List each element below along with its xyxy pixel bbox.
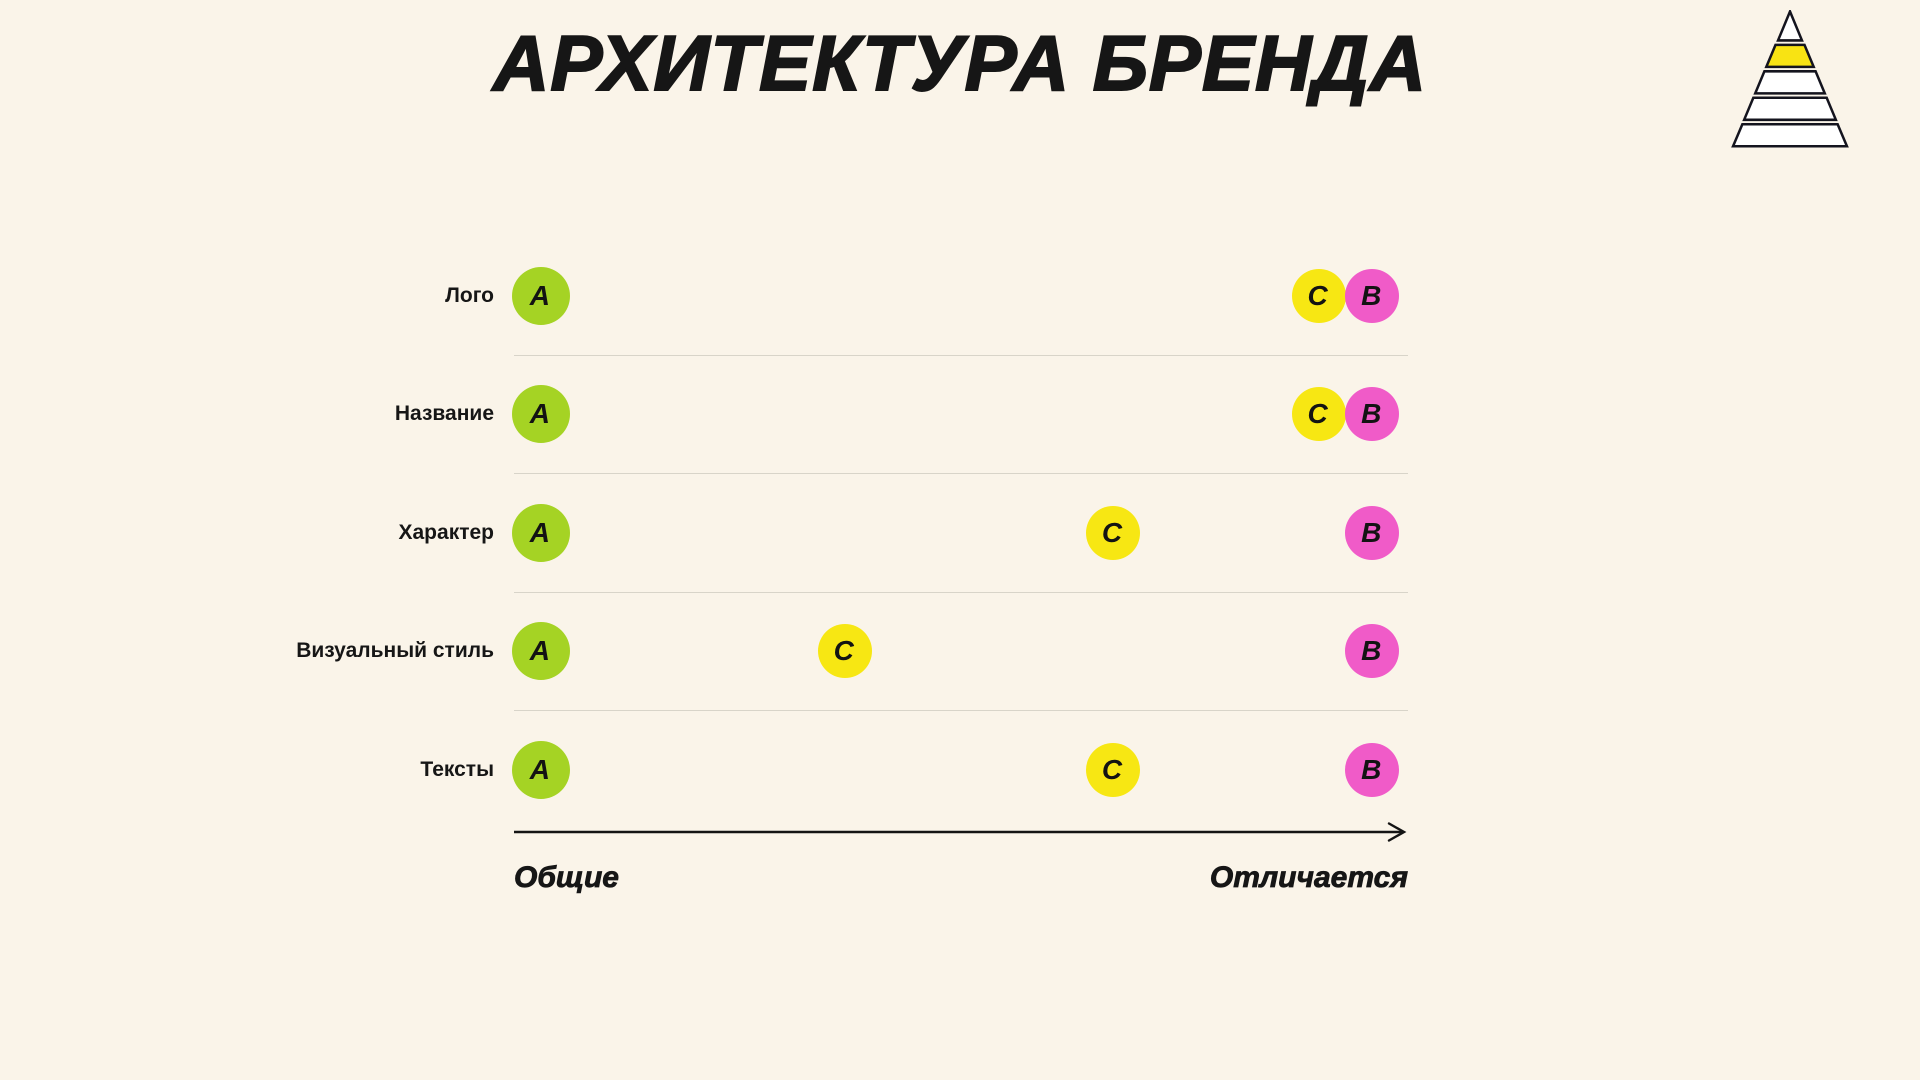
- row-label: Визуальный стиль: [296, 639, 494, 663]
- marker-b: B: [1345, 387, 1400, 442]
- marker-c: C: [1291, 387, 1346, 442]
- marker-b: B: [1345, 268, 1400, 323]
- marker-a: A: [511, 622, 570, 681]
- axis-label-min: Общие: [514, 861, 620, 895]
- marker-c: C: [817, 624, 872, 679]
- marker-a: A: [511, 503, 570, 562]
- marker-c: C: [1085, 743, 1140, 798]
- chart-rows: Лого A C B Название A C B Характер A C B Визуальный …: [296, 237, 1408, 830]
- chart-row: Характер A C B: [399, 474, 1408, 593]
- marker-c: C: [1291, 268, 1346, 323]
- chart-row: Визуальный стиль A C B: [296, 593, 1408, 711]
- pyramid-icon: [1731, 10, 1849, 148]
- marker-a: A: [511, 385, 570, 444]
- chart-row: Лого A C B: [445, 237, 1408, 356]
- marker-b: B: [1345, 505, 1400, 560]
- marker-a: A: [511, 741, 570, 800]
- axis-label-max: Отличается: [1209, 861, 1409, 895]
- page-title: АРХИТЕКТУРА БРЕНДА: [492, 19, 1427, 107]
- marker-b: B: [1345, 624, 1400, 679]
- row-label: Название: [394, 402, 494, 426]
- chart-row: Название A C B: [395, 356, 1408, 474]
- row-label: Лого: [445, 283, 494, 307]
- chart-row: Тексты A C B: [420, 711, 1408, 830]
- row-label: Характер: [398, 520, 495, 544]
- axis-arrow: [514, 822, 1407, 842]
- marker-a: A: [511, 266, 570, 325]
- row-label: Тексты: [420, 758, 494, 782]
- marker-c: C: [1085, 505, 1140, 560]
- marker-b: B: [1345, 743, 1400, 798]
- axis-labels: Общие Отличается: [514, 861, 1409, 895]
